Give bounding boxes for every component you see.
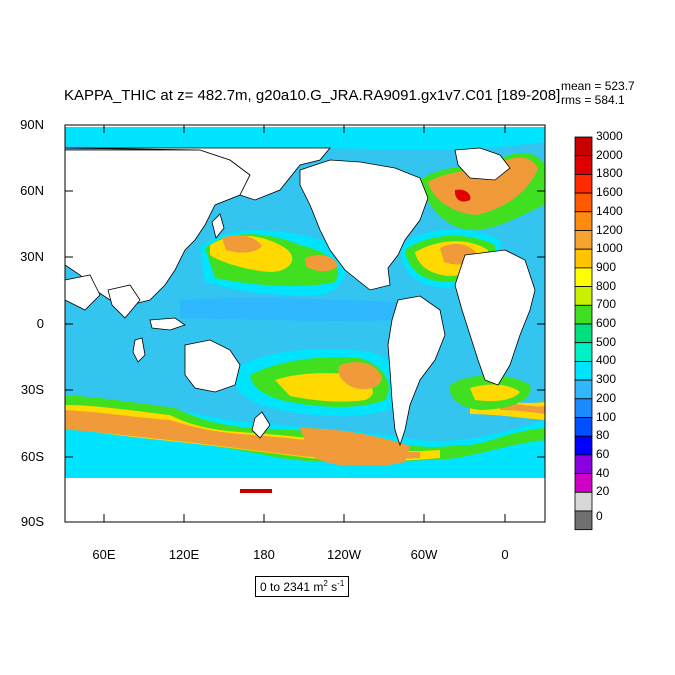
figure-title: KAPPA_THIC at z= 482.7m, g20a10.G_JRA.RA… xyxy=(64,87,561,104)
lon-label-0: 0 xyxy=(501,547,509,562)
sp-gyre-orange xyxy=(338,362,382,390)
lat-label-60n: 60N xyxy=(20,183,44,198)
colorbar-swatch xyxy=(574,173,593,194)
colorbar-swatch xyxy=(574,510,593,531)
colorbar-label: 200 xyxy=(596,390,617,405)
acc-orange-pacific xyxy=(300,428,410,467)
colorbar-swatch xyxy=(574,286,593,306)
lat-label-30n: 30N xyxy=(20,249,44,264)
colorbar-label: 500 xyxy=(596,334,617,349)
colorbar-swatch xyxy=(574,342,593,362)
colorbar-swatch xyxy=(574,136,593,157)
lat-label-30s: 30S xyxy=(20,382,44,397)
colorbar-swatch xyxy=(574,379,593,400)
units-sup-1: 2 xyxy=(323,579,328,588)
colorbar-swatch xyxy=(574,230,593,250)
units-range: 0 to 2341 m xyxy=(260,580,324,594)
antarctic-coast xyxy=(65,465,545,478)
lon-label-60w: 60W xyxy=(410,547,438,562)
colorbar-label: 700 xyxy=(596,297,617,312)
colorbar-label: 3000 xyxy=(596,129,623,143)
units-mid: s xyxy=(327,580,338,594)
nordic-orange xyxy=(428,157,538,215)
lat-label-60s: 60S xyxy=(20,449,44,464)
equatorial-band xyxy=(180,297,400,321)
colorbar-label: 300 xyxy=(596,372,617,387)
lon-label-120w: 120W xyxy=(327,547,361,562)
colorbar-label: 1600 xyxy=(596,185,623,200)
map-field xyxy=(65,125,545,522)
arctic-ocean xyxy=(65,127,545,150)
colorbar-label: 400 xyxy=(596,353,617,368)
np-east-orange xyxy=(305,254,338,272)
units-label: 0 to 2341 m2 s-1 xyxy=(255,576,350,597)
colorbar-swatch xyxy=(574,360,593,381)
colorbar-label: 40 xyxy=(596,465,610,480)
colorbar-label: 1800 xyxy=(596,166,623,181)
ross-sea-spot xyxy=(240,489,272,493)
colorbar-swatch xyxy=(574,454,593,474)
units-sup-2: -1 xyxy=(337,579,345,588)
rms-stat: rms = 584.1 xyxy=(561,93,625,107)
lat-label-90n: 90N xyxy=(20,117,44,132)
colorbar-label: 0 xyxy=(596,509,603,523)
sa-gyre-yellow xyxy=(470,384,520,402)
colorbar-label: 80 xyxy=(596,428,610,443)
colorbar-swatch xyxy=(574,192,593,213)
colorbar-swatch xyxy=(574,435,593,456)
colorbar-swatch xyxy=(574,398,593,418)
colorbar-swatch xyxy=(574,417,593,437)
lat-label-0: 0 xyxy=(36,316,44,331)
colorbar-swatch xyxy=(574,248,593,269)
colorbar-swatch xyxy=(574,473,593,493)
colorbar-label: 800 xyxy=(596,278,617,293)
mean-stat: mean = 523.7 xyxy=(561,79,635,93)
colorbar-label: 1000 xyxy=(596,241,623,256)
kuroshio-orange xyxy=(222,235,262,253)
colorbar-label: 100 xyxy=(596,409,617,424)
lon-label-180: 180 xyxy=(253,547,275,562)
lat-ticks xyxy=(65,124,545,523)
colorbar-label: 1400 xyxy=(596,203,623,218)
colorbar-label: 1200 xyxy=(596,222,623,237)
continents xyxy=(65,147,545,522)
colorbar-label: 900 xyxy=(596,259,617,274)
colorbar-swatch xyxy=(574,155,593,175)
colorbar-swatch xyxy=(574,267,593,287)
colorbar-swatch xyxy=(574,304,593,325)
lon-label-60e: 60E xyxy=(92,547,116,562)
lon-ticks xyxy=(103,125,506,522)
lon-label-120e: 120E xyxy=(168,547,200,562)
colorbar-swatch xyxy=(574,491,593,512)
colorbar-label: 600 xyxy=(596,316,617,330)
colorbar-label: 60 xyxy=(596,446,610,461)
colorbar-swatch xyxy=(574,211,593,231)
colorbar-label: 20 xyxy=(596,484,610,499)
colorbar-label: 2000 xyxy=(596,147,623,162)
colorbar xyxy=(574,136,593,531)
colorbar-swatch xyxy=(574,323,593,344)
labrador-red xyxy=(454,189,471,202)
lat-label-90s: 90S xyxy=(20,514,44,529)
